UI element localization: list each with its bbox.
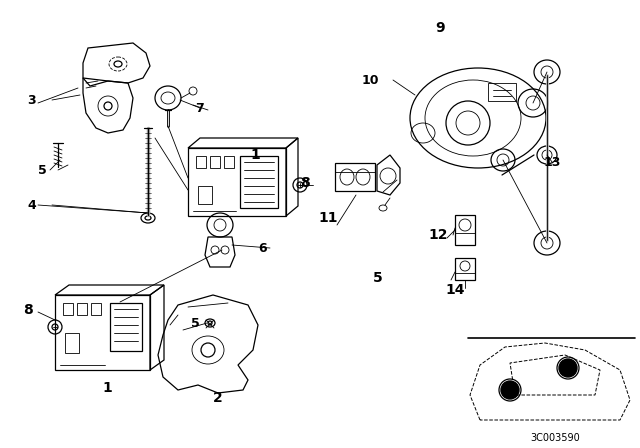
Circle shape bbox=[501, 381, 519, 399]
Text: 1: 1 bbox=[250, 148, 260, 162]
Text: 3: 3 bbox=[28, 94, 36, 107]
Text: 9: 9 bbox=[435, 21, 445, 35]
Text: 14: 14 bbox=[445, 283, 465, 297]
Text: 10: 10 bbox=[361, 73, 379, 86]
Text: 5: 5 bbox=[373, 271, 383, 285]
Bar bbox=[65, 333, 79, 353]
Text: 8: 8 bbox=[300, 176, 310, 190]
Text: 11: 11 bbox=[318, 211, 338, 225]
Bar bbox=[455, 258, 475, 280]
Text: 2: 2 bbox=[213, 391, 223, 405]
Text: 1: 1 bbox=[102, 381, 112, 395]
Bar bbox=[77, 303, 87, 315]
Bar bbox=[488, 83, 516, 101]
Bar bbox=[198, 186, 212, 204]
Bar bbox=[455, 215, 475, 245]
Text: 5: 5 bbox=[191, 316, 200, 329]
Circle shape bbox=[559, 359, 577, 377]
Bar bbox=[196, 156, 206, 168]
Bar bbox=[55, 295, 150, 370]
Bar bbox=[335, 163, 375, 191]
Bar bbox=[210, 156, 220, 168]
Text: 5: 5 bbox=[38, 164, 46, 177]
Text: 6: 6 bbox=[259, 241, 268, 254]
Bar bbox=[188, 148, 286, 216]
Bar bbox=[110, 303, 142, 351]
Text: 3C003590: 3C003590 bbox=[530, 433, 580, 443]
Bar bbox=[91, 303, 101, 315]
Text: 7: 7 bbox=[196, 102, 204, 115]
Text: 4: 4 bbox=[28, 198, 36, 211]
Text: 12: 12 bbox=[428, 228, 448, 242]
Bar bbox=[63, 303, 73, 315]
Text: 8: 8 bbox=[23, 303, 33, 317]
Text: 13: 13 bbox=[543, 155, 561, 168]
Bar bbox=[240, 156, 278, 208]
Bar bbox=[224, 156, 234, 168]
